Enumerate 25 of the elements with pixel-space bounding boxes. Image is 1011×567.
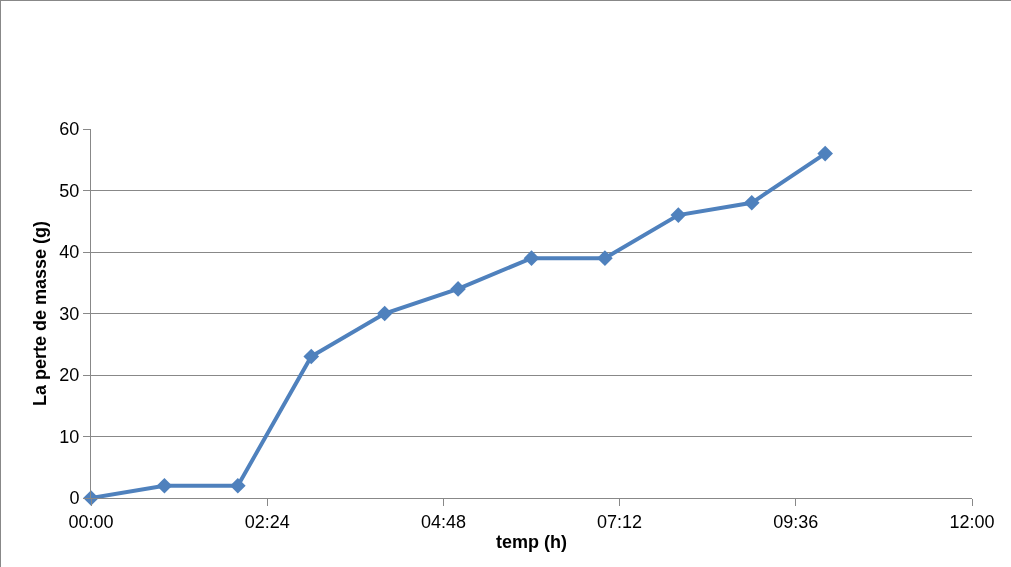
- y-axis-title: La perte de masse (g): [29, 220, 50, 407]
- point: [597, 250, 613, 266]
- point: [817, 145, 833, 162]
- y-tick-label: 20: [59, 365, 80, 386]
- y-tick-label: 10: [59, 426, 80, 447]
- point: [303, 348, 320, 365]
- x-axis-title: temp (h): [496, 531, 567, 552]
- point: [670, 207, 687, 223]
- point: [450, 281, 466, 297]
- x-tick-label: 00:00: [68, 511, 114, 532]
- x-tick-label: 09:36: [773, 511, 819, 532]
- point: [523, 250, 540, 266]
- point: [156, 477, 173, 494]
- y-tick-label: 0: [69, 488, 80, 509]
- x-tick-label: 12:00: [949, 511, 995, 532]
- point: [743, 195, 760, 211]
- y-tick-label: 40: [59, 242, 80, 263]
- x-tick-label: 07:12: [597, 511, 643, 532]
- y-tick-label: 50: [59, 180, 80, 201]
- x-tick-label: 04:48: [420, 511, 466, 532]
- point: [376, 305, 393, 322]
- y-tick-label: 60: [59, 119, 80, 140]
- point: [230, 477, 246, 494]
- y-tick-label: 30: [59, 303, 80, 324]
- x-tick-label: 02:24: [244, 511, 290, 532]
